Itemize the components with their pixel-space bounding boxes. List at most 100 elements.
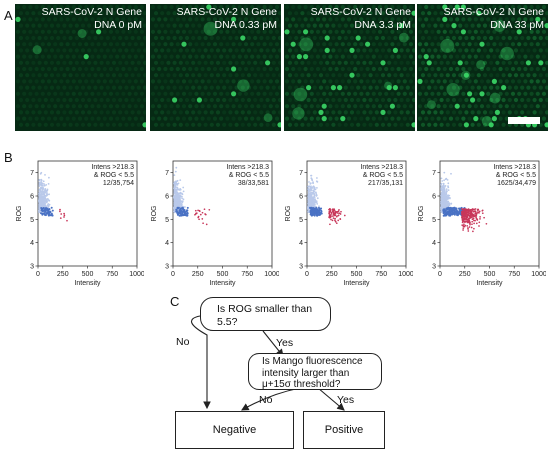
data-point bbox=[444, 196, 447, 199]
data-point bbox=[182, 186, 185, 189]
panel-a-letter: A bbox=[4, 8, 13, 23]
data-point bbox=[194, 213, 196, 216]
data-point bbox=[338, 209, 340, 211]
data-point bbox=[40, 183, 43, 186]
data-point bbox=[340, 210, 342, 213]
data-point bbox=[317, 206, 320, 209]
data-point bbox=[50, 206, 53, 209]
data-point bbox=[442, 182, 445, 185]
data-point bbox=[470, 226, 473, 229]
data-point bbox=[314, 212, 317, 215]
data-point bbox=[180, 214, 182, 217]
data-point bbox=[45, 201, 48, 204]
x-tick-label: 750 bbox=[241, 271, 253, 278]
data-point bbox=[464, 208, 467, 210]
data-point bbox=[449, 210, 452, 213]
data-point bbox=[440, 196, 443, 199]
data-point bbox=[318, 205, 320, 208]
data-point bbox=[472, 217, 475, 219]
data-point bbox=[447, 196, 450, 199]
data-point bbox=[308, 199, 310, 202]
data-point bbox=[475, 218, 478, 220]
data-point bbox=[59, 208, 61, 211]
data-point bbox=[181, 212, 184, 215]
data-point bbox=[173, 210, 176, 213]
plot-annotation: 12/35,754 bbox=[103, 180, 134, 187]
data-point bbox=[313, 187, 316, 190]
y-axis-label: ROG bbox=[418, 206, 425, 222]
data-point bbox=[311, 203, 314, 206]
y-tick-label: 4 bbox=[299, 240, 303, 247]
data-point bbox=[40, 202, 43, 204]
data-point bbox=[44, 208, 47, 211]
data-point bbox=[43, 184, 46, 187]
data-point bbox=[461, 213, 464, 216]
data-point bbox=[63, 214, 66, 217]
data-point bbox=[41, 195, 44, 198]
data-point bbox=[329, 208, 331, 210]
data-point bbox=[447, 211, 449, 213]
data-point bbox=[42, 190, 44, 193]
data-point bbox=[479, 216, 481, 218]
data-point bbox=[46, 207, 49, 210]
y-axis-label: ROG bbox=[285, 206, 292, 222]
data-point bbox=[450, 172, 452, 175]
data-point bbox=[174, 170, 177, 173]
y-tick-label: 6 bbox=[165, 194, 169, 201]
label-no-1: No bbox=[176, 336, 190, 348]
data-point bbox=[313, 196, 315, 199]
data-point bbox=[445, 200, 447, 203]
data-point bbox=[313, 186, 315, 188]
data-point bbox=[478, 221, 481, 224]
data-point bbox=[332, 212, 335, 215]
x-tick-label: 250 bbox=[459, 271, 471, 278]
x-tick-label: 0 bbox=[438, 271, 442, 278]
data-point bbox=[182, 207, 185, 210]
data-point bbox=[176, 199, 179, 202]
x-axis-label: Intensity bbox=[343, 280, 370, 287]
data-point bbox=[310, 189, 313, 191]
data-point bbox=[445, 190, 448, 192]
data-point bbox=[307, 193, 310, 196]
data-point bbox=[174, 190, 177, 193]
x-tick-label: 250 bbox=[192, 271, 204, 278]
data-point bbox=[59, 210, 61, 213]
data-point bbox=[464, 211, 467, 214]
data-point bbox=[329, 209, 332, 212]
data-point bbox=[329, 223, 331, 226]
data-point bbox=[320, 207, 323, 210]
data-point bbox=[173, 200, 176, 203]
micrograph-33pm-high-title: SARS-CoV-2 N Gene DNA 33 pM bbox=[443, 6, 544, 31]
data-point bbox=[41, 193, 44, 196]
data-point bbox=[343, 214, 346, 217]
positive-box: Positive bbox=[303, 411, 385, 449]
data-point bbox=[197, 209, 199, 212]
data-point bbox=[471, 220, 474, 223]
data-point bbox=[474, 210, 477, 213]
data-point bbox=[198, 210, 201, 213]
data-point bbox=[39, 194, 42, 197]
data-point bbox=[464, 213, 467, 216]
data-point bbox=[476, 208, 479, 211]
data-point bbox=[181, 210, 184, 213]
data-point bbox=[474, 215, 476, 218]
data-point bbox=[470, 210, 472, 212]
data-point bbox=[201, 211, 204, 214]
data-point bbox=[40, 190, 42, 192]
y-tick-label: 3 bbox=[165, 264, 169, 271]
plot-frame bbox=[172, 160, 273, 267]
plot-frame bbox=[306, 160, 407, 267]
data-point bbox=[51, 209, 54, 212]
data-point bbox=[472, 214, 475, 217]
plot-annotation: Intens >218.3 bbox=[360, 164, 403, 171]
data-point bbox=[447, 189, 450, 191]
data-point bbox=[38, 192, 41, 194]
data-point bbox=[311, 196, 314, 199]
x-tick-label: 750 bbox=[375, 271, 387, 278]
data-point bbox=[330, 212, 333, 215]
data-point bbox=[185, 210, 188, 213]
data-point bbox=[450, 202, 453, 205]
data-point bbox=[173, 174, 176, 176]
data-point bbox=[443, 209, 446, 212]
x-tick-label: 1000 bbox=[129, 271, 144, 278]
